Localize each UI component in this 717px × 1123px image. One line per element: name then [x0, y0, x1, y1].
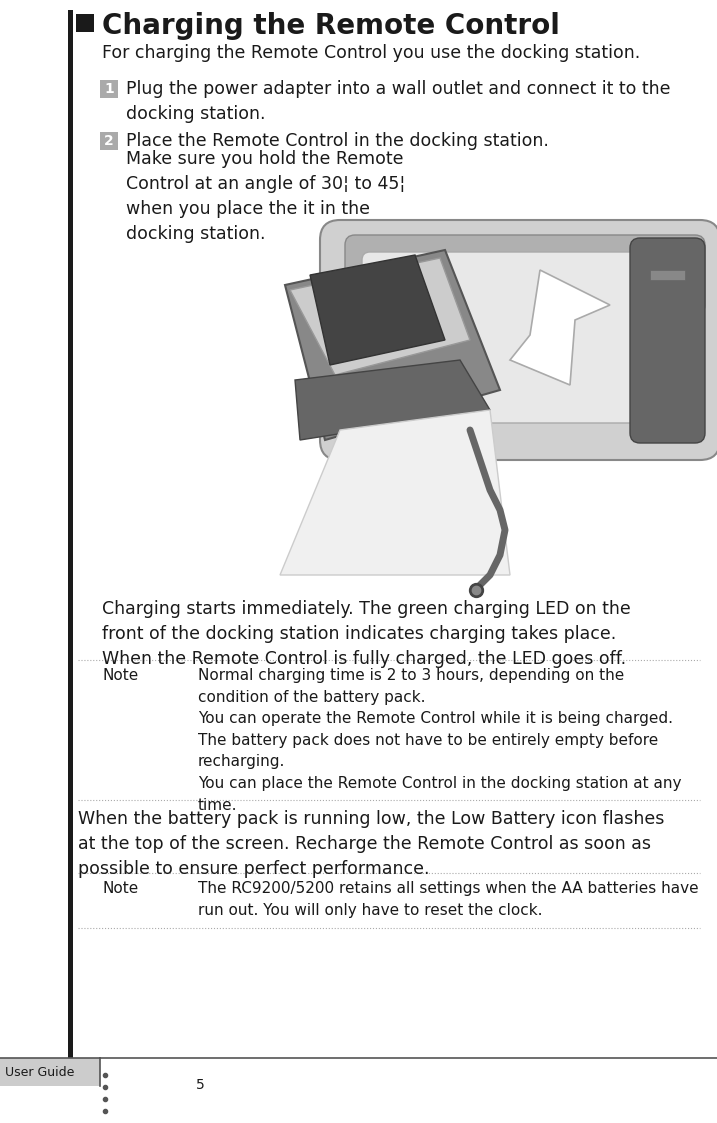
Text: Charging starts immediately. The green charging LED on the
front of the docking : Charging starts immediately. The green c…: [102, 600, 631, 668]
FancyBboxPatch shape: [630, 238, 705, 442]
Text: Place the Remote Control in the docking station.: Place the Remote Control in the docking …: [126, 133, 549, 150]
Bar: [76, 13, 94, 31]
FancyBboxPatch shape: [362, 252, 678, 423]
Polygon shape: [290, 258, 470, 375]
Text: 2: 2: [104, 134, 114, 148]
FancyBboxPatch shape: [345, 235, 705, 314]
Text: The RC9200/5200 retains all settings when the AA batteries have
run out. You wil: The RC9200/5200 retains all settings whe…: [198, 882, 698, 917]
Bar: [68, 10, 73, 1058]
Text: Charging the Remote Control: Charging the Remote Control: [102, 12, 560, 40]
Bar: [0, 1058, 100, 1086]
Text: Note: Note: [102, 668, 138, 683]
Polygon shape: [510, 270, 610, 385]
Text: For charging the Remote Control you use the docking station.: For charging the Remote Control you use …: [102, 44, 640, 62]
Text: 5: 5: [196, 1078, 204, 1092]
Bar: [650, 270, 685, 280]
Text: Make sure you hold the Remote
Control at an angle of 30¦ to 45¦
when you place t: Make sure you hold the Remote Control at…: [126, 150, 405, 243]
Polygon shape: [295, 360, 490, 440]
Text: Note: Note: [102, 882, 138, 896]
Text: When the battery pack is running low, the Low Battery icon flashes
at the top of: When the battery pack is running low, th…: [78, 810, 665, 878]
Text: 1: 1: [104, 82, 114, 95]
Polygon shape: [280, 410, 510, 575]
Text: Normal charging time is 2 to 3 hours, depending on the
condition of the battery : Normal charging time is 2 to 3 hours, de…: [198, 668, 681, 813]
Polygon shape: [285, 250, 500, 440]
FancyBboxPatch shape: [320, 220, 717, 460]
Bar: [100, 80, 118, 98]
Polygon shape: [310, 255, 445, 365]
Bar: [100, 133, 118, 150]
Text: User Guide: User Guide: [5, 1066, 75, 1078]
Text: Plug the power adapter into a wall outlet and connect it to the
docking station.: Plug the power adapter into a wall outle…: [126, 80, 670, 124]
